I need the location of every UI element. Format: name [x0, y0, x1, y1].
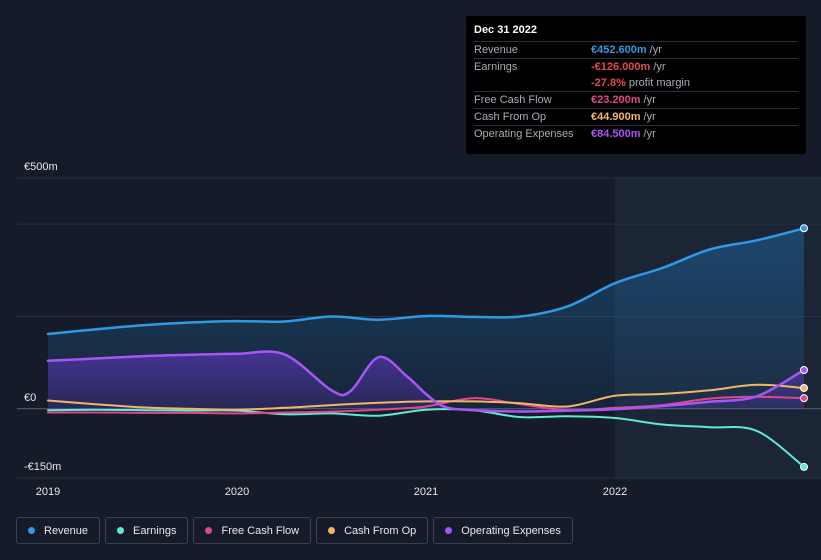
tooltip-unit: /yr — [649, 44, 662, 56]
tooltip-value: €84.500m — [591, 128, 641, 140]
tooltip-label: Cash From Op — [474, 111, 547, 123]
legend-item-earnings[interactable]: Earnings — [105, 517, 189, 544]
end-point-cash-from-op — [800, 384, 808, 392]
y-tick-label: €500m — [24, 161, 58, 173]
legend-label: Earnings — [133, 524, 177, 537]
legend-item-revenue[interactable]: Revenue — [16, 517, 101, 544]
legend-label: Revenue — [44, 524, 89, 537]
tooltip-unit: /yr — [643, 128, 656, 140]
series-line-free-cash-flow — [47, 395, 805, 415]
legend-dot-icon — [328, 527, 336, 534]
y-tick-label: €0 — [24, 392, 36, 404]
x-tick-label: 2020 — [225, 486, 249, 498]
x-tick-label: 2019 — [36, 486, 60, 498]
tooltip-label: Operating Expenses — [474, 128, 574, 140]
series-line-revenue — [46, 227, 806, 336]
tooltip-value: €23.200m — [591, 94, 641, 106]
tooltip-value: €452.600m — [591, 44, 647, 56]
end-point-revenue — [800, 224, 808, 233]
x-tick-label: 2022 — [603, 486, 627, 498]
series-line-earnings — [47, 408, 805, 468]
tooltip-row-operating-expenses: Operating Expenses €84.500m /yr — [474, 125, 798, 142]
tooltip-label: Earnings — [474, 61, 518, 73]
legend-dot-icon — [205, 527, 213, 534]
legend-item-free-cash-flow[interactable]: Free Cash Flow — [193, 517, 312, 544]
tooltip-unit: /yr — [653, 61, 666, 73]
tooltip-unit: /yr — [643, 94, 656, 106]
financials-chart: €500m €0 -€150m 2019 2020 2021 2022 — [17, 161, 821, 498]
series-line-operating-expenses — [46, 350, 806, 413]
chart-legend: Revenue Earnings Free Cash Flow Cash Fro… — [16, 517, 573, 544]
legend-label: Operating Expenses — [461, 524, 561, 537]
legend-dot-icon — [445, 527, 453, 534]
tooltip-row-profit-margin: -27.8% profit margin — [474, 75, 798, 91]
legend-dot-icon — [28, 527, 35, 534]
end-point-operating-expenses — [800, 366, 808, 374]
tooltip-value: €44.900m — [591, 111, 641, 123]
legend-label: Free Cash Flow — [221, 524, 300, 537]
area-operating-expenses — [48, 351, 804, 412]
x-tick-label: 2021 — [414, 486, 438, 498]
tooltip-label: Revenue — [474, 44, 519, 56]
tooltip-row-cash-from-op: Cash From Op €44.900m /yr — [474, 108, 798, 125]
tooltip-row-earnings: Earnings -€126.000m /yr — [474, 58, 798, 75]
tooltip-panel: Dec 31 2022 Revenue €452.600m /yr Earnin… — [466, 16, 806, 154]
legend-item-operating-expenses[interactable]: Operating Expenses — [433, 517, 573, 544]
legend-item-cash-from-op[interactable]: Cash From Op — [316, 517, 429, 544]
end-point-earnings — [800, 462, 808, 471]
tooltip-value: -€126.000m — [591, 61, 651, 73]
end-point-free-cash-flow — [800, 394, 808, 403]
tooltip-value: -27.8% — [591, 77, 626, 89]
tooltip-unit: /yr — [643, 111, 656, 123]
tooltip-date: Dec 31 2022 — [474, 24, 537, 36]
series-line-cash-from-op — [47, 383, 805, 411]
tooltip-row-revenue: Revenue €452.600m /yr — [474, 41, 798, 58]
legend-label: Cash From Op — [344, 524, 417, 537]
tooltip-label: Free Cash Flow — [474, 94, 552, 106]
tooltip-unit: profit margin — [628, 77, 690, 89]
y-tick-label: -€150m — [24, 461, 61, 473]
tooltip-row-free-cash-flow: Free Cash Flow €23.200m /yr — [474, 91, 798, 108]
legend-dot-icon — [117, 527, 125, 534]
